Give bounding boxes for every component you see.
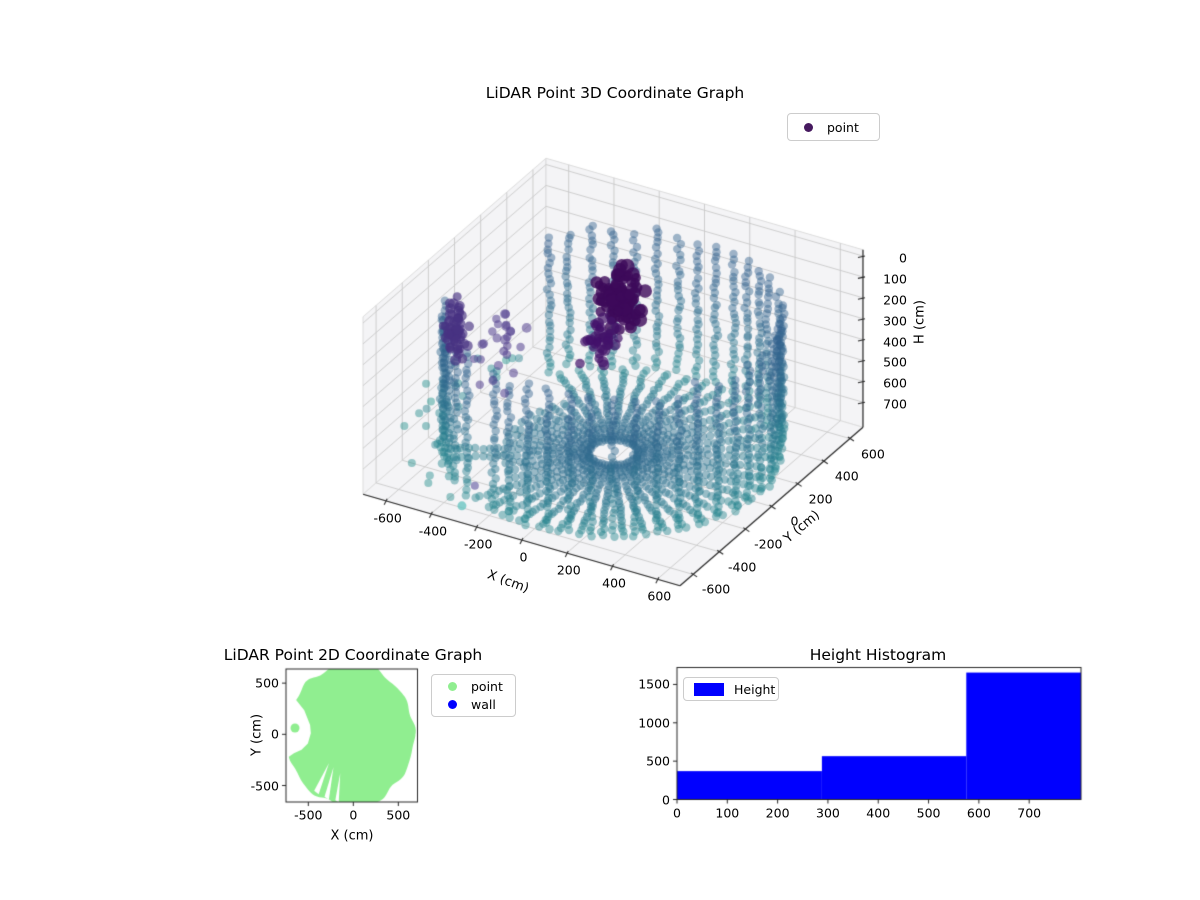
hist-legend-item-height: Height <box>692 681 775 697</box>
wall-marker-icon <box>448 699 457 709</box>
plot2d-ylabel: Y (cm) <box>249 713 265 757</box>
plot2d-legend[interactable]: point wall <box>431 674 516 717</box>
height-patch-icon <box>694 682 724 696</box>
plot2d-legend-label-point: point <box>471 679 503 695</box>
point-marker-icon <box>448 682 457 692</box>
hist-legend[interactable]: Height <box>683 677 779 701</box>
plot3d-legend[interactable]: point <box>787 113 880 141</box>
plot3d-title: LiDAR Point 3D Coordinate Graph <box>485 84 745 102</box>
point-marker-icon <box>804 122 813 132</box>
plot2d-legend-item-point: point <box>440 678 505 696</box>
plot3d-legend-label: point <box>827 119 859 135</box>
hist-legend-label: Height <box>734 681 776 697</box>
hist-title: Height Histogram <box>809 646 947 664</box>
plot2d-legend-label-wall: wall <box>471 696 496 712</box>
plot3d-legend-item-point: point <box>796 117 869 137</box>
plot2d-xlabel: X (cm) <box>330 828 374 844</box>
plot2d-legend-item-wall: wall <box>440 696 505 714</box>
plot2d-title: LiDAR Point 2D Coordinate Graph <box>223 646 483 664</box>
plot3d-zlabel: H (cm) <box>912 300 928 344</box>
